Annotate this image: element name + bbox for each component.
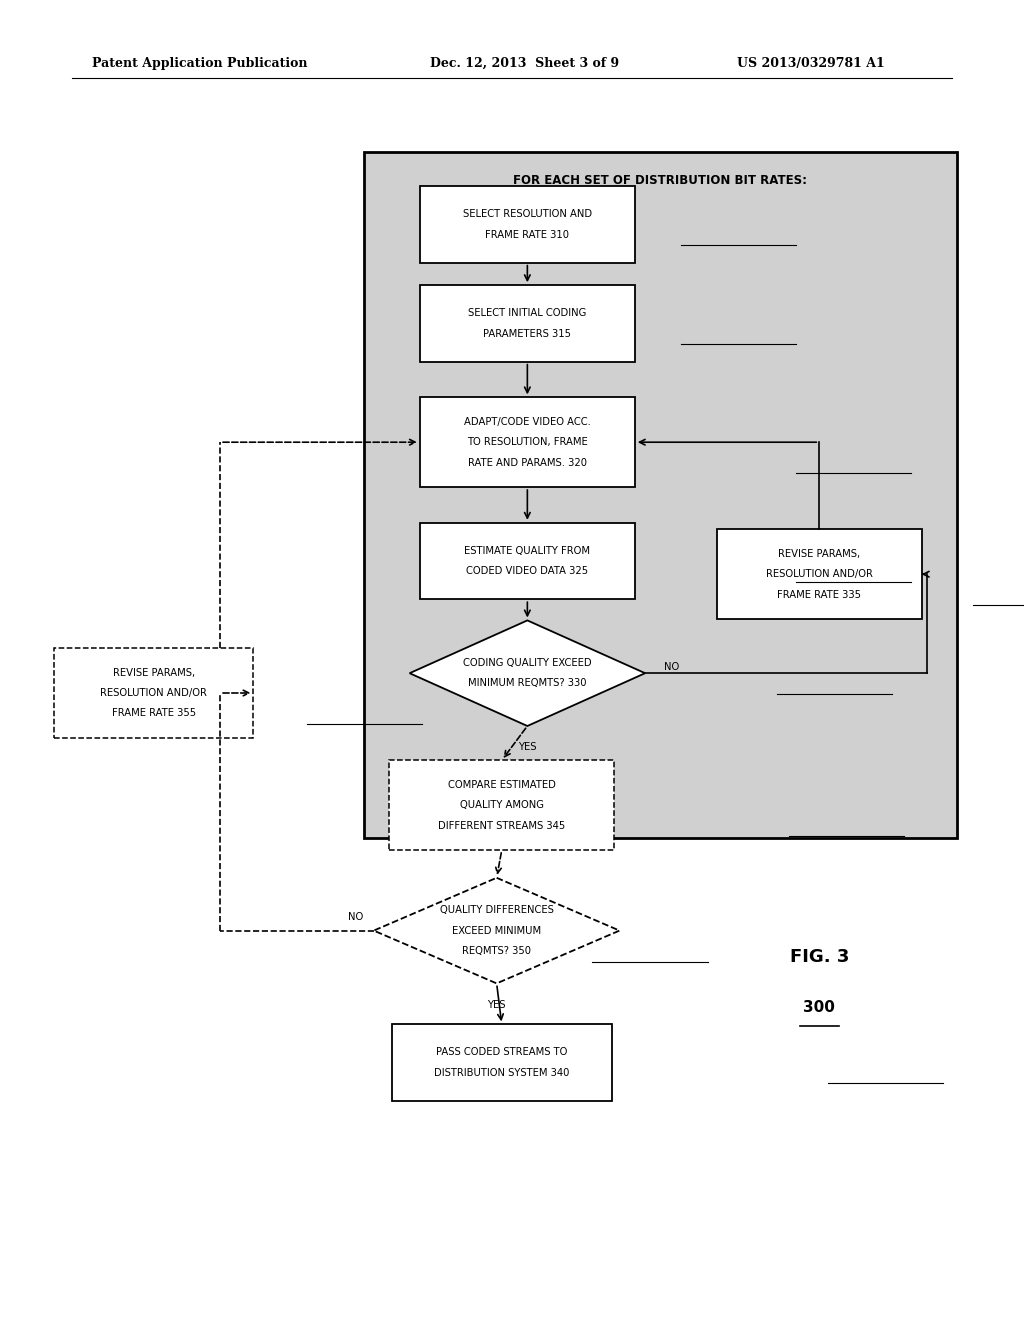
- Text: QUALITY AMONG: QUALITY AMONG: [460, 800, 544, 810]
- Text: FRAME RATE 335: FRAME RATE 335: [777, 590, 861, 599]
- Text: FOR EACH SET OF DISTRIBUTION BIT RATES:: FOR EACH SET OF DISTRIBUTION BIT RATES:: [513, 174, 808, 187]
- Text: RESOLUTION AND/OR: RESOLUTION AND/OR: [766, 569, 872, 579]
- Text: TO RESOLUTION, FRAME: TO RESOLUTION, FRAME: [467, 437, 588, 447]
- Text: Patent Application Publication: Patent Application Publication: [92, 57, 307, 70]
- Text: 300: 300: [803, 999, 836, 1015]
- FancyBboxPatch shape: [420, 397, 635, 487]
- Text: DISTRIBUTION SYSTEM 340: DISTRIBUTION SYSTEM 340: [434, 1068, 569, 1078]
- Text: MINIMUM REQMTS? 330: MINIMUM REQMTS? 330: [468, 678, 587, 689]
- Text: COMPARE ESTIMATED: COMPARE ESTIMATED: [447, 780, 556, 789]
- Text: REQMTS? 350: REQMTS? 350: [462, 946, 531, 956]
- Text: FRAME RATE 355: FRAME RATE 355: [112, 709, 196, 718]
- Text: RESOLUTION AND/OR: RESOLUTION AND/OR: [100, 688, 207, 698]
- Polygon shape: [410, 620, 645, 726]
- FancyBboxPatch shape: [420, 523, 635, 599]
- Text: PARAMETERS 315: PARAMETERS 315: [483, 329, 571, 339]
- Text: FIG. 3: FIG. 3: [790, 948, 849, 966]
- Text: EXCEED MINIMUM: EXCEED MINIMUM: [452, 925, 542, 936]
- FancyBboxPatch shape: [717, 529, 922, 619]
- Text: NO: NO: [664, 661, 679, 672]
- Text: NO: NO: [348, 912, 364, 923]
- Text: SELECT INITIAL CODING: SELECT INITIAL CODING: [468, 308, 587, 318]
- Text: Dec. 12, 2013  Sheet 3 of 9: Dec. 12, 2013 Sheet 3 of 9: [430, 57, 620, 70]
- FancyBboxPatch shape: [391, 1024, 612, 1101]
- Text: CODED VIDEO DATA 325: CODED VIDEO DATA 325: [466, 566, 589, 577]
- FancyBboxPatch shape: [389, 760, 614, 850]
- Text: SELECT RESOLUTION AND: SELECT RESOLUTION AND: [463, 209, 592, 219]
- Text: PASS CODED STREAMS TO: PASS CODED STREAMS TO: [436, 1047, 567, 1057]
- Text: YES: YES: [518, 742, 537, 752]
- Text: US 2013/0329781 A1: US 2013/0329781 A1: [737, 57, 885, 70]
- FancyBboxPatch shape: [420, 285, 635, 362]
- Polygon shape: [374, 878, 620, 983]
- FancyBboxPatch shape: [364, 152, 957, 838]
- FancyBboxPatch shape: [420, 186, 635, 263]
- Text: REVISE PARAMS,: REVISE PARAMS,: [113, 668, 195, 677]
- Text: RATE AND PARAMS. 320: RATE AND PARAMS. 320: [468, 458, 587, 467]
- Text: FRAME RATE 310: FRAME RATE 310: [485, 230, 569, 240]
- Text: DIFFERENT STREAMS 345: DIFFERENT STREAMS 345: [438, 821, 565, 830]
- Text: ESTIMATE QUALITY FROM: ESTIMATE QUALITY FROM: [464, 545, 591, 556]
- Text: QUALITY DIFFERENCES: QUALITY DIFFERENCES: [439, 906, 554, 915]
- FancyBboxPatch shape: [53, 648, 254, 738]
- Text: CODING QUALITY EXCEED: CODING QUALITY EXCEED: [463, 657, 592, 668]
- Text: YES: YES: [487, 999, 506, 1010]
- Text: REVISE PARAMS,: REVISE PARAMS,: [778, 549, 860, 558]
- Text: ADAPT/CODE VIDEO ACC.: ADAPT/CODE VIDEO ACC.: [464, 417, 591, 426]
